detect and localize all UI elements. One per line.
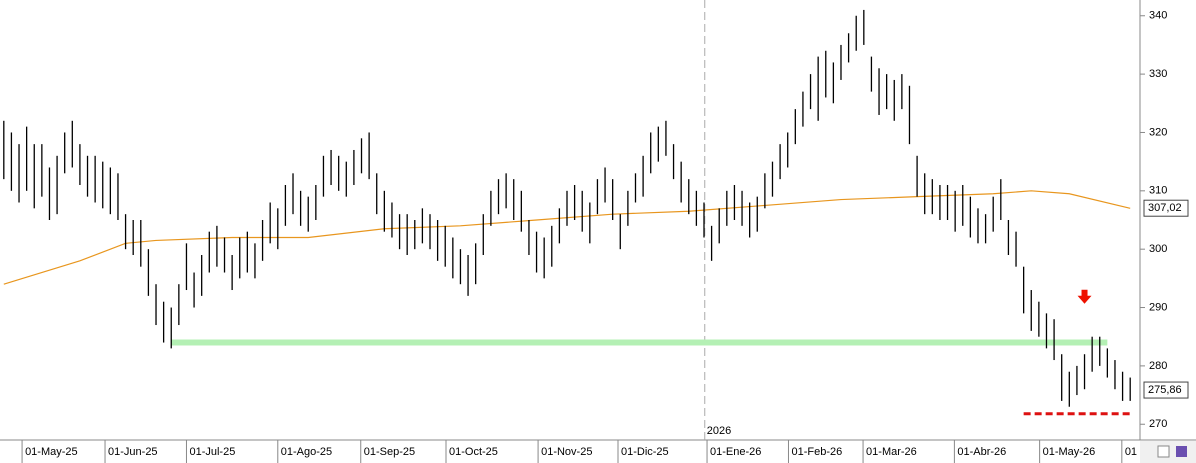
x-tick-label: 01 <box>1125 446 1137 458</box>
y-tick-label: 320 <box>1149 126 1167 138</box>
year-label: 2026 <box>707 425 731 437</box>
x-tick-label: 01-May-26 <box>1043 446 1096 458</box>
y-tick-label: 300 <box>1149 243 1167 255</box>
y-tick-label: 270 <box>1149 418 1167 430</box>
y-tick-label: 310 <box>1149 185 1167 197</box>
price-label-box <box>1143 199 1189 217</box>
x-tick-label: 01-Abr-26 <box>957 446 1006 458</box>
y-tick-label: 280 <box>1149 360 1167 372</box>
x-tick-label: 01-Ene-26 <box>710 446 761 458</box>
options-button[interactable] <box>1157 445 1170 458</box>
x-tick-label: 01-Oct-25 <box>449 446 498 458</box>
x-tick-label: 01-Mar-26 <box>866 446 917 458</box>
y-tick-label: 330 <box>1149 68 1167 80</box>
price-label-box <box>1143 381 1189 399</box>
x-tick-label: 01-Dic-25 <box>621 446 669 458</box>
y-tick-label: 290 <box>1149 301 1167 313</box>
y-tick-label: 340 <box>1149 10 1167 22</box>
price-label: 275,86 <box>1148 384 1182 396</box>
price-label: 307,02 <box>1148 202 1182 214</box>
x-tick-label: 01-Feb-26 <box>791 446 842 458</box>
x-tick-label: 01-Jun-25 <box>108 446 158 458</box>
x-tick-label: 01-Nov-25 <box>541 446 592 458</box>
x-tick-label: 01-Ago-25 <box>281 446 332 458</box>
arrow <box>1077 289 1092 304</box>
x-tick-label: 01-Sep-25 <box>364 446 415 458</box>
x-tick-label: 01-May-25 <box>25 446 78 458</box>
save-button[interactable] <box>1176 446 1187 457</box>
x-tick-label: 01-Jul-25 <box>189 446 235 458</box>
